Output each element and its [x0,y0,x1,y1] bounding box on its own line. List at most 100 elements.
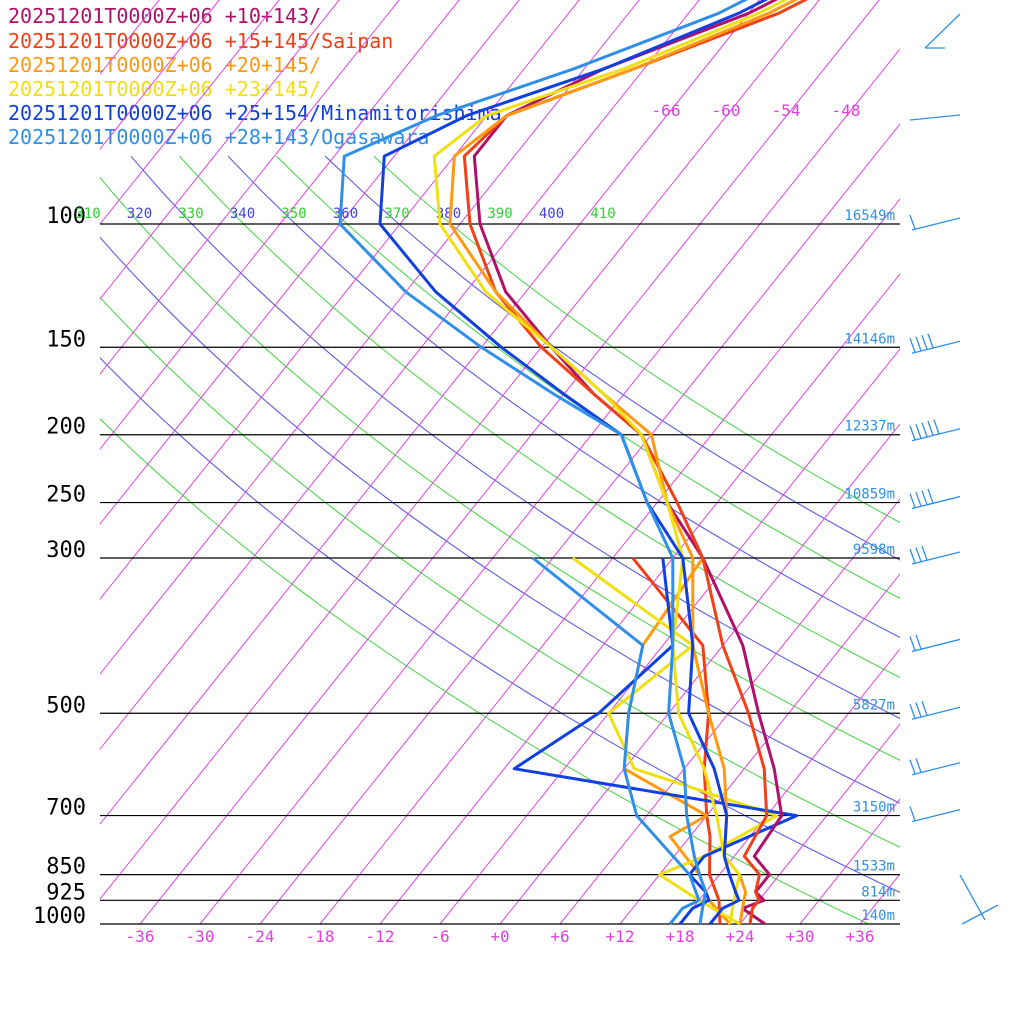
theta-label-370: 370 [384,206,409,222]
height-label-500: 5827m [853,697,895,713]
wind-barb-flag [933,419,940,434]
pressure-label-150: 150 [46,327,86,352]
x-tick-label: -18 [306,927,335,946]
theta-line-400 [324,155,900,561]
wind-barb-flag [915,336,922,351]
isotherm-line [799,798,900,924]
theta-line-380 [227,155,900,639]
x-tick-label: +30 [786,927,815,946]
wind-barb-flag [921,701,928,716]
wind-barb [911,638,961,653]
wind-barb [909,114,961,121]
legend-entry-5: 20251201T0000Z+06 +25+154/Minamitorishim… [8,101,502,125]
wind-barb-flag [909,493,916,508]
wind-barb [911,217,961,231]
isotherm-line [499,423,900,924]
wind-barb-flag [915,547,922,562]
wind-barb [924,13,961,49]
x-tick-label: +36 [846,927,875,946]
x-tick-label: -36 [126,927,155,946]
theta-line-330 [100,296,900,848]
x-tick-label: +6 [550,927,569,946]
wind-barb [911,495,961,510]
x-tick-label: -12 [366,927,395,946]
top-temp-label: -60 [712,101,741,120]
isotherm-line [100,0,220,150]
isotherm-line [100,0,520,525]
x-tick-label: -30 [186,927,215,946]
wind-barb-flag [927,333,934,348]
wind-barb [911,808,961,823]
isotherm-line [100,0,400,375]
wind-barb-flag [921,422,928,437]
dewpoint-line-4 [571,556,779,926]
legend-entry-4: 20251201T0000Z+06 +23+145/ [8,77,321,101]
height-label-300: 9598m [853,542,895,558]
isotherm-line [100,0,580,600]
wind-barb-flag [909,338,916,353]
isotherm-line [908,0,1024,939]
pressure-label-250: 250 [46,483,86,508]
theta-label-390: 390 [487,206,512,222]
isotherm-line [968,0,1024,939]
height-label-200: 12337m [844,419,895,435]
isotherm-line [100,0,760,825]
pressure-label-850: 850 [46,855,86,880]
wind-barb [911,340,961,354]
theta-label-340: 340 [230,206,255,222]
theta-line-370 [179,155,900,679]
isotherm-line [619,573,900,924]
theta-label-400: 400 [539,206,564,222]
wind-barb-flag [927,421,934,436]
wind-barb [959,874,986,921]
isotherm-line [100,0,280,225]
wind-barb-flag [915,491,922,507]
isotherm-line [559,498,900,924]
wind-barb-flag [909,425,916,440]
wind-barb [911,551,961,565]
profiles-layer [338,0,809,926]
theta-label-350: 350 [281,206,306,222]
x-tick-label: -24 [246,927,275,946]
x-tick-label: +18 [666,927,695,946]
pressure-label-500: 500 [46,693,86,718]
top-temp-label: -48 [832,101,861,120]
theta-label-310: 310 [75,206,100,222]
pressure-label-925: 925 [46,880,86,905]
isotherm-line [439,348,900,924]
isotherm-line [679,648,900,924]
wind-barb [911,428,961,442]
top-temp-label: -66 [652,101,681,120]
theta-label-320: 320 [127,206,152,222]
wind-barb-flag [915,634,922,650]
height-label-100: 16549m [844,208,895,224]
height-label-925: 814m [861,884,895,900]
pressure-label-700: 700 [46,796,86,821]
isotherm-line [100,0,340,300]
wind-barb-flag [915,424,922,439]
isotherm-line [199,48,900,924]
legend-entry-1: 20251201T0000Z+06 +10+143/ [8,4,321,28]
pressure-label-200: 200 [46,415,86,440]
wind-barb-flag [915,702,922,717]
isotherm-line [100,0,460,450]
wind-barb-flag [921,335,928,350]
height-label-700: 3150m [853,800,895,816]
temperature-line-2 [462,0,809,925]
top-temp-label: -54 [772,101,801,120]
isotherm-line [100,0,820,900]
legend: 20251201T0000Z+06 +10+143/ 20251201T0000… [8,4,502,149]
isotherm-line [100,0,700,750]
temperature-line-3 [448,0,799,925]
pressure-label-300: 300 [46,538,86,563]
wind-barb-flag [909,704,916,719]
dewpoint-line-6 [531,556,701,925]
pressure-label-1000: 1000 [33,904,86,929]
wind-barb-flag [909,806,916,821]
theta-label-410: 410 [590,206,615,222]
x-tick-label: +0 [490,927,509,946]
x-tick-label: +24 [726,927,755,946]
temperature-line-6 [338,0,749,925]
height-label-1000: 140m [861,908,895,924]
